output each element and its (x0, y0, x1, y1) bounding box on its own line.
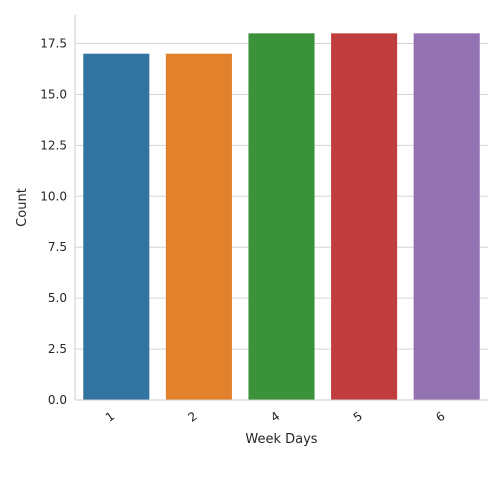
y-tick-label: 15.0 (40, 87, 67, 101)
y-tick-labels: 0.0 2.5 5.0 7.5 10.0 12.5 15.0 17.5 (40, 37, 67, 407)
axes (74, 15, 488, 401)
bar-6 (413, 33, 480, 400)
bars (83, 33, 480, 400)
y-tick-label: 2.5 (48, 342, 67, 356)
y-tick-label: 17.5 (40, 37, 67, 51)
x-tick-label: 1 (103, 409, 117, 425)
x-tick-label: 6 (433, 409, 447, 425)
bar-2 (165, 53, 232, 400)
y-tick-label: 7.5 (48, 240, 67, 254)
bar-1 (83, 53, 150, 400)
bar-4 (248, 33, 315, 400)
x-tick-label: 4 (268, 409, 282, 425)
y-tick-label: 0.0 (48, 393, 67, 407)
y-axis-label: Count (15, 188, 30, 227)
x-axis-label: Week Days (245, 432, 317, 447)
x-tick-label: 5 (351, 409, 365, 425)
y-tick-label: 12.5 (40, 138, 67, 152)
x-tick-labels: 1 2 4 5 6 (103, 409, 448, 425)
x-tick-label: 2 (185, 409, 199, 425)
y-tick-label: 5.0 (48, 291, 67, 305)
bar-5 (331, 33, 398, 400)
y-tick-label: 10.0 (40, 189, 67, 203)
